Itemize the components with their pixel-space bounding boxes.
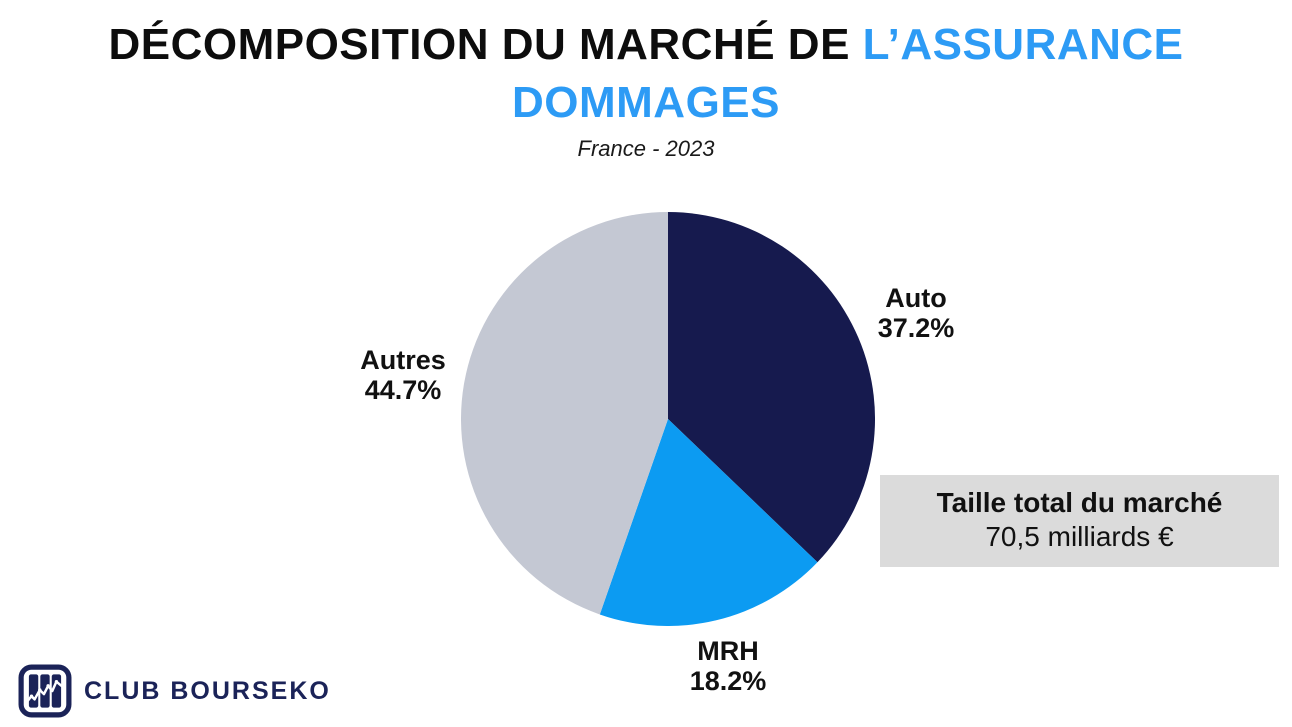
pie-label-mrh: MRH 18.2% bbox=[648, 636, 808, 696]
pie-chart bbox=[461, 212, 875, 626]
pie-label-auto-name: Auto bbox=[885, 283, 947, 313]
pie-slice-mrh bbox=[599, 419, 818, 626]
page-title-line2: DOMMAGES bbox=[512, 78, 780, 127]
market-size-box: Taille total du marché 70,5 milliards € bbox=[880, 475, 1279, 567]
pie-label-auto: Auto 37.2% bbox=[836, 283, 996, 343]
header: DÉCOMPOSITION DU MARCHÉ DE L’ASSURANCE D… bbox=[0, 16, 1292, 162]
page-title: DÉCOMPOSITION DU MARCHÉ DE L’ASSURANCE bbox=[0, 16, 1292, 74]
chart-subtitle: France - 2023 bbox=[577, 136, 715, 161]
pie-slice-auto bbox=[668, 212, 875, 563]
brand-name: CLUB BOURSEKO bbox=[84, 676, 331, 705]
pie-label-auto-value: 37.2% bbox=[877, 313, 955, 343]
market-size-value: 70,5 milliards € bbox=[985, 521, 1174, 552]
pie-label-autres-value: 44.7% bbox=[364, 375, 442, 405]
pie-label-mrh-value: 18.2% bbox=[689, 666, 767, 696]
pie-label-mrh-name: MRH bbox=[697, 636, 759, 666]
pie-label-autres-name: Autres bbox=[360, 345, 446, 375]
pie-slice-autres bbox=[461, 212, 668, 615]
title-text-black: DÉCOMPOSITION DU MARCHÉ DE bbox=[108, 20, 863, 69]
title-text-blue: L’ASSURANCE bbox=[862, 20, 1184, 69]
market-size-title: Taille total du marché bbox=[936, 487, 1223, 518]
brand-footer: CLUB BOURSEKO bbox=[18, 664, 331, 718]
pie-label-autres: Autres 44.7% bbox=[323, 345, 483, 405]
stock-chart-icon bbox=[18, 664, 72, 718]
